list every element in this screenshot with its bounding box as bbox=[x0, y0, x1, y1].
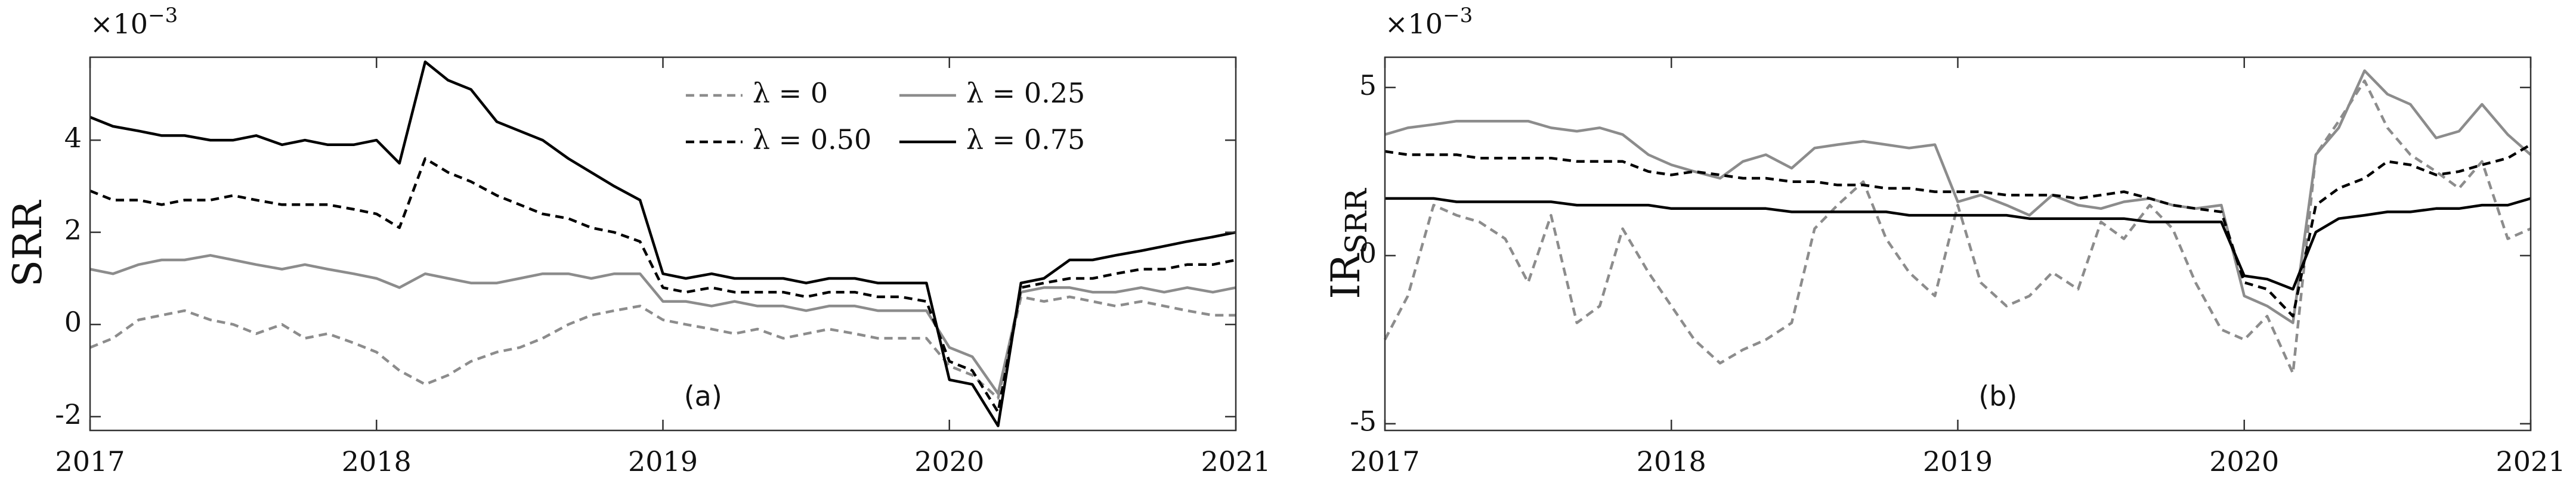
y-label-subscript: SRR bbox=[1339, 188, 1374, 254]
x-tick-label: 2019 bbox=[628, 445, 698, 478]
plot-frame bbox=[89, 56, 1237, 432]
x-tick-label: 2020 bbox=[914, 445, 984, 478]
x-tick-label: 2021 bbox=[1201, 445, 1270, 478]
panel: 2017 2018 2019 2020 2021 -2 0 2 4 ×10−3 SRR (a) λ = … bbox=[5, 4, 1271, 478]
legend-label: λ = 0.50 bbox=[753, 123, 871, 156]
multiplier-exponent: −3 bbox=[148, 4, 178, 27]
legend-label: λ = 0.25 bbox=[966, 77, 1085, 109]
series-line bbox=[1384, 79, 2531, 375]
y-axis-label: IRSRR bbox=[1323, 188, 1374, 299]
y-tick-label: 4 bbox=[64, 122, 82, 154]
x-tick-label: 2017 bbox=[55, 445, 125, 478]
x-tick-label: 2017 bbox=[1350, 445, 1420, 478]
y-tick-label: -2 bbox=[55, 398, 82, 430]
y-label-main: IR bbox=[1323, 253, 1369, 299]
multiplier-exponent: −3 bbox=[1443, 4, 1473, 27]
series-line bbox=[89, 60, 1236, 427]
panel-label: (a) bbox=[684, 380, 722, 413]
x-tick-label: 2020 bbox=[2209, 445, 2279, 478]
series-line bbox=[1384, 69, 2532, 324]
y-tick-label: 0 bbox=[64, 306, 82, 338]
legend-label: λ = 0 bbox=[753, 77, 828, 109]
y-label-main: SRR bbox=[5, 199, 51, 287]
legend-label: λ = 0.75 bbox=[966, 123, 1085, 156]
x-tick-label: 2018 bbox=[1637, 445, 1706, 478]
x-tick-label: 2018 bbox=[342, 445, 412, 478]
y-tick-label: -5 bbox=[1350, 405, 1377, 438]
series-line bbox=[1385, 197, 2531, 291]
y-tick-label: 0 bbox=[1359, 237, 1377, 269]
panel: 2017 2018 2019 2020 2021 -5 0 5×10−3 IRSRR (b) bbox=[1323, 4, 2566, 478]
series-line bbox=[1384, 143, 2532, 318]
y-tick-label: 2 bbox=[64, 214, 82, 246]
series-line bbox=[89, 254, 1236, 395]
series-line bbox=[89, 295, 1236, 400]
x-tick-label: 2021 bbox=[2495, 445, 2565, 478]
x-tick-label: 2019 bbox=[1923, 445, 1993, 478]
series-line bbox=[89, 157, 1236, 414]
axis-multiplier: ×10−3 bbox=[1385, 4, 1473, 40]
multiplier-base: ×10 bbox=[1385, 8, 1443, 40]
axis-multiplier: ×10−3 bbox=[90, 4, 178, 40]
panel-label: (b) bbox=[1978, 380, 2017, 413]
multiplier-base: ×10 bbox=[90, 8, 148, 40]
y-axis-label: SRR bbox=[5, 199, 51, 287]
y-tick-label: 5 bbox=[1359, 69, 1377, 101]
